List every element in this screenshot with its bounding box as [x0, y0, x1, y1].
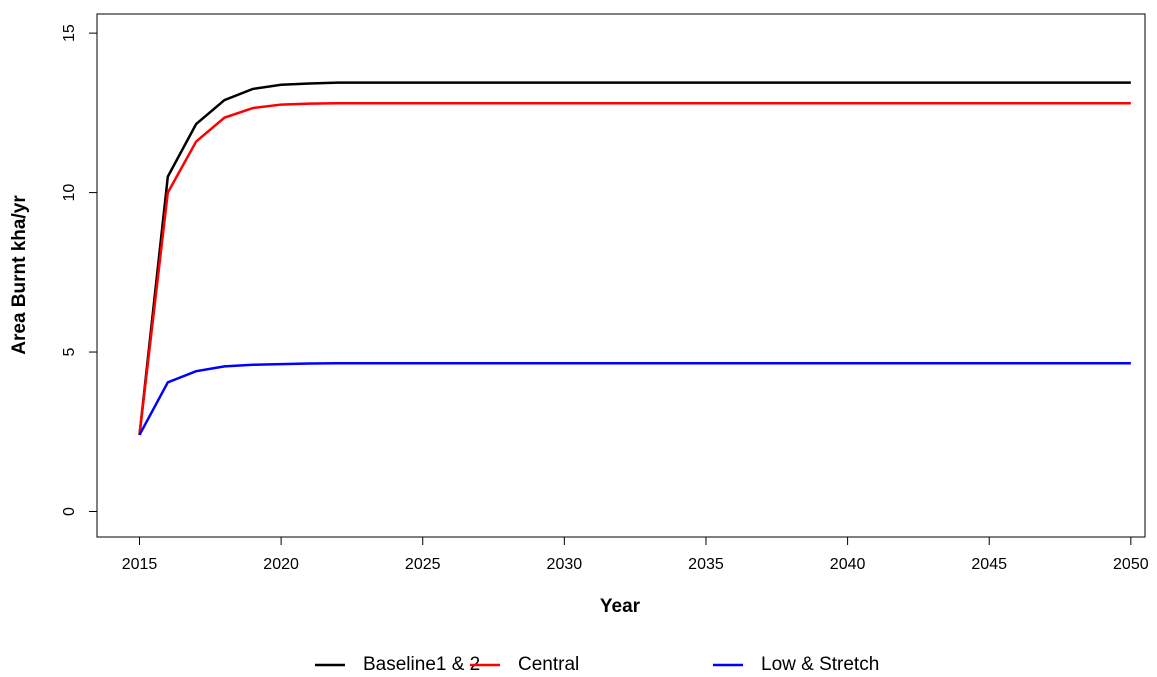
legend-label: Central	[518, 654, 579, 675]
y-tick-label: 5	[61, 347, 78, 356]
x-tick-label: 2025	[405, 556, 441, 573]
legend-label: Baseline1 & 2	[363, 654, 480, 675]
x-tick-label: 2020	[263, 556, 299, 573]
y-tick-label: 15	[61, 24, 78, 42]
plot-box	[96, 13, 1146, 538]
legend-label: Low & Stretch	[761, 654, 879, 675]
x-tick-label: 2040	[830, 556, 866, 573]
x-tick-label: 2050	[1113, 556, 1149, 573]
x-tick-label: 2045	[971, 556, 1007, 573]
series-line	[138, 102, 1131, 436]
series-line	[138, 81, 1131, 436]
y-tick-label: 10	[61, 184, 78, 202]
x-tick-label: 2035	[688, 556, 724, 573]
x-axis-title: Year	[600, 596, 641, 617]
y-axis-title: Area Burnt kha/yr	[9, 195, 30, 355]
x-tick-label: 2030	[547, 556, 583, 573]
series-line	[138, 361, 1131, 436]
y-tick-label: 0	[61, 507, 78, 516]
x-tick-label: 2015	[122, 556, 158, 573]
